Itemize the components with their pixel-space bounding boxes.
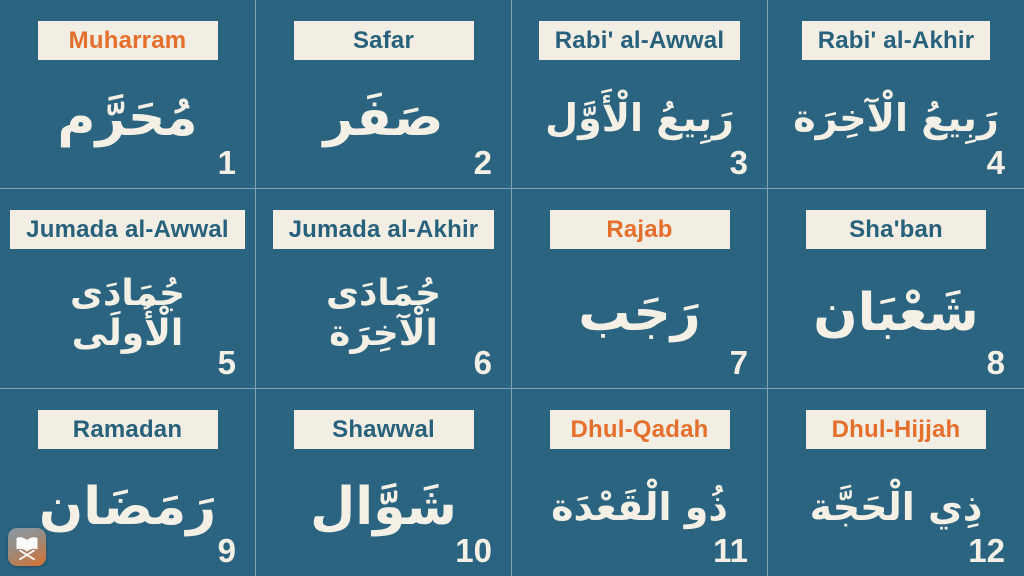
open-quran-on-rehal-icon — [16, 537, 38, 561]
month-arabic-calligraphy: ذِي الْحَجَّة — [809, 484, 983, 529]
month-number: 1 — [217, 144, 236, 181]
month-cell-safar: Safar صَفَر 2 — [256, 0, 512, 189]
month-arabic-calligraphy: مُحَرَّم — [57, 88, 198, 149]
month-number: 6 — [473, 344, 492, 381]
month-cell-jumada-al-awwal: Jumada al-Awwal جُمَادَى الْأُولَى 5 — [0, 189, 256, 389]
month-arabic-calligraphy: ذُو الْقَعْدَة — [551, 484, 728, 529]
month-name-label: Dhul-Hijjah — [806, 410, 986, 449]
month-cell-muharram: Muharram مُحَرَّم 1 — [0, 0, 256, 189]
month-number: 2 — [473, 144, 492, 181]
month-cell-shawwal: Shawwal شَوَّال 10 — [256, 389, 512, 576]
month-name-label: Muharram — [37, 21, 218, 60]
month-name-label: Rabi' al-Awwal — [538, 21, 741, 60]
month-name-label: Jumada al-Akhir — [272, 210, 495, 249]
month-arabic-calligraphy: جُمَادَى الْآخِرَة — [325, 272, 442, 354]
month-cell-rabi-al-awwal: Rabi' al-Awwal رَبِيعُ الْأَوَّل 3 — [512, 0, 768, 189]
month-name-label: Sha'ban — [806, 210, 986, 249]
month-cell-jumada-al-akhir: Jumada al-Akhir جُمَادَى الْآخِرَة 6 — [256, 189, 512, 389]
month-arabic-calligraphy: جُمَادَى الْأُولَى — [69, 272, 186, 354]
month-number: 8 — [986, 344, 1005, 381]
month-name-label: Rabi' al-Akhir — [801, 21, 991, 60]
month-cell-dhul-qadah: Dhul-Qadah ذُو الْقَعْدَة 11 — [512, 389, 768, 576]
month-arabic-calligraphy: رَبِيعُ الْأَوَّل — [545, 96, 734, 141]
month-number: 12 — [968, 532, 1005, 569]
month-arabic-calligraphy: رَمَضَان — [38, 476, 217, 537]
quran-app-logo — [8, 528, 46, 566]
month-cell-shaban: Sha'ban شَعْبَان 8 — [768, 189, 1024, 389]
month-number: 5 — [217, 344, 236, 381]
month-arabic-calligraphy: رَجَب — [578, 282, 701, 343]
month-cell-rajab: Rajab رَجَب 7 — [512, 189, 768, 389]
month-name-label: Shawwal — [293, 410, 474, 449]
month-arabic-calligraphy: شَوَّال — [310, 476, 457, 537]
month-name-label: Dhul-Qadah — [549, 410, 730, 449]
month-number: 7 — [729, 344, 748, 381]
month-name-label: Rajab — [549, 210, 730, 249]
month-name-label: Ramadan — [37, 410, 218, 449]
month-cell-ramadan: Ramadan رَمَضَان 9 — [0, 389, 256, 576]
month-number: 3 — [729, 144, 748, 181]
month-name-label: Jumada al-Awwal — [10, 210, 245, 249]
month-cell-rabi-al-akhir: Rabi' al-Akhir رَبِيعُ الْآخِرَة 4 — [768, 0, 1024, 189]
month-number: 11 — [713, 532, 748, 569]
month-arabic-calligraphy: رَبِيعُ الْآخِرَة — [793, 96, 999, 141]
month-cell-dhul-hijjah: Dhul-Hijjah ذِي الْحَجَّة 12 — [768, 389, 1024, 576]
month-number: 4 — [986, 144, 1005, 181]
month-arabic-calligraphy: صَفَر — [323, 88, 444, 149]
month-name-label: Safar — [293, 21, 474, 60]
month-number: 10 — [455, 532, 492, 569]
month-arabic-calligraphy: شَعْبَان — [813, 282, 979, 343]
month-number: 9 — [217, 532, 236, 569]
